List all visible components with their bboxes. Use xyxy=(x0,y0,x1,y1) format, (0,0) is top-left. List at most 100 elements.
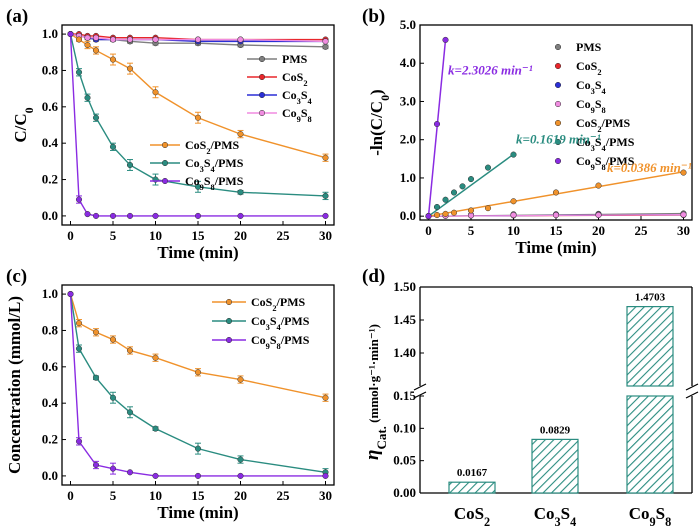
legend-label: Co9S8/PMS xyxy=(576,154,635,172)
fit-line xyxy=(427,39,447,217)
x-tick-label: 25 xyxy=(277,488,291,503)
y-tick-label: 0.0 xyxy=(42,468,58,483)
data-point xyxy=(194,445,202,452)
data-point xyxy=(152,425,159,432)
panel-label-c: (c) xyxy=(6,266,27,287)
axis-break-mark xyxy=(413,391,427,399)
y-axis-label: C/C0 xyxy=(11,107,36,142)
data-point xyxy=(126,212,134,219)
bar xyxy=(531,438,579,494)
rate-constant-label: k=2.3026 min⁻¹ xyxy=(448,63,533,78)
data-point xyxy=(595,211,602,219)
x-tick-label: 20 xyxy=(234,228,247,243)
x-tick-label: 30 xyxy=(319,228,332,243)
data-point xyxy=(92,34,100,41)
x-tick-label: 10 xyxy=(149,228,162,243)
y-axis-label: Concentration (mmol/L) xyxy=(5,296,24,474)
legend-marker xyxy=(554,81,562,89)
data-point xyxy=(450,189,458,196)
data-point xyxy=(322,192,329,199)
data-point xyxy=(237,376,244,383)
data-point xyxy=(67,291,74,298)
data-point xyxy=(92,329,100,336)
x-category-label: Co3S4 xyxy=(534,504,577,529)
y-tick-label: 0.10 xyxy=(393,420,416,435)
x-tick-label: 15 xyxy=(550,223,564,238)
legend-marker xyxy=(161,141,169,149)
legend-label: Co3S4 xyxy=(282,88,313,106)
data-point xyxy=(433,211,441,219)
y-tick-label: 5.0 xyxy=(400,17,416,32)
x-tick-label: 0 xyxy=(67,228,74,243)
y-axis-label: ηCat. (mmol·g⁻¹·min⁻¹) xyxy=(362,324,389,460)
data-point xyxy=(92,47,100,54)
series-line xyxy=(69,34,326,217)
data-point xyxy=(109,212,117,219)
legend-marker xyxy=(258,73,266,81)
data-point xyxy=(510,211,517,219)
x-tick-label: 5 xyxy=(110,488,117,503)
series-line xyxy=(70,33,326,43)
data-point xyxy=(75,320,83,327)
data-point xyxy=(194,369,202,376)
legend-marker xyxy=(554,100,562,108)
x-tick-label: 0 xyxy=(425,223,432,238)
legend-marker xyxy=(554,138,562,146)
y-tick-label: 0.0 xyxy=(42,208,58,223)
data-point xyxy=(75,345,83,352)
data-point xyxy=(152,354,159,361)
x-tick-label: 20 xyxy=(234,488,247,503)
rate-constant-label: k=0.1619 min⁻¹ xyxy=(516,132,601,147)
data-point xyxy=(322,154,329,161)
bar xyxy=(626,306,674,387)
data-point xyxy=(194,183,202,190)
legend-label: Co9S8 xyxy=(576,97,606,115)
x-tick-label: 5 xyxy=(110,228,117,243)
data-point xyxy=(109,336,117,343)
data-point xyxy=(75,196,83,203)
bar-value-label: 0.0829 xyxy=(540,424,571,436)
legend-marker xyxy=(554,119,562,127)
y-tick-label: 0.8 xyxy=(42,322,59,337)
data-point xyxy=(194,114,202,121)
data-point xyxy=(194,212,202,219)
data-point xyxy=(109,465,117,472)
x-tick-label: 15 xyxy=(192,488,206,503)
rate-constant-label: k=0.0386 min⁻¹ xyxy=(607,160,692,175)
y-tick-label: 0.05 xyxy=(393,453,416,468)
legend-marker xyxy=(225,336,233,344)
panel-label-b: (b) xyxy=(362,6,385,27)
x-tick-label: 0 xyxy=(67,488,74,503)
data-point xyxy=(237,36,244,43)
data-point xyxy=(442,210,449,217)
data-point xyxy=(84,34,91,41)
data-point xyxy=(152,89,159,96)
legend-label: PMS xyxy=(576,40,602,54)
data-point xyxy=(194,36,202,43)
data-point xyxy=(92,461,100,469)
data-point xyxy=(510,198,517,205)
y-tick-label: 0.15 xyxy=(393,388,416,403)
data-point xyxy=(322,38,329,45)
x-tick-label: 15 xyxy=(192,228,206,243)
y-axis-label: -ln(C/C0) xyxy=(367,89,392,155)
data-point xyxy=(109,56,117,63)
x-tick-label: 30 xyxy=(677,223,690,238)
y-tick-label: 0.2 xyxy=(42,172,58,187)
bar xyxy=(626,395,674,494)
data-point xyxy=(237,189,244,196)
data-point xyxy=(237,456,244,463)
x-axis-label: Time (min) xyxy=(515,238,596,257)
legend-marker xyxy=(161,177,169,185)
legend-marker xyxy=(258,109,266,117)
legend-label: Co3S4 xyxy=(576,78,607,96)
data-point xyxy=(322,472,329,479)
legend-label: CoS2 xyxy=(282,70,308,88)
panel-label-d: (d) xyxy=(362,266,385,287)
data-point xyxy=(425,213,432,220)
data-point xyxy=(322,43,329,50)
bar-value-label: 1.4703 xyxy=(635,292,666,304)
y-tick-label: 1.0 xyxy=(42,286,58,301)
data-point xyxy=(75,438,83,445)
data-point xyxy=(680,169,687,176)
